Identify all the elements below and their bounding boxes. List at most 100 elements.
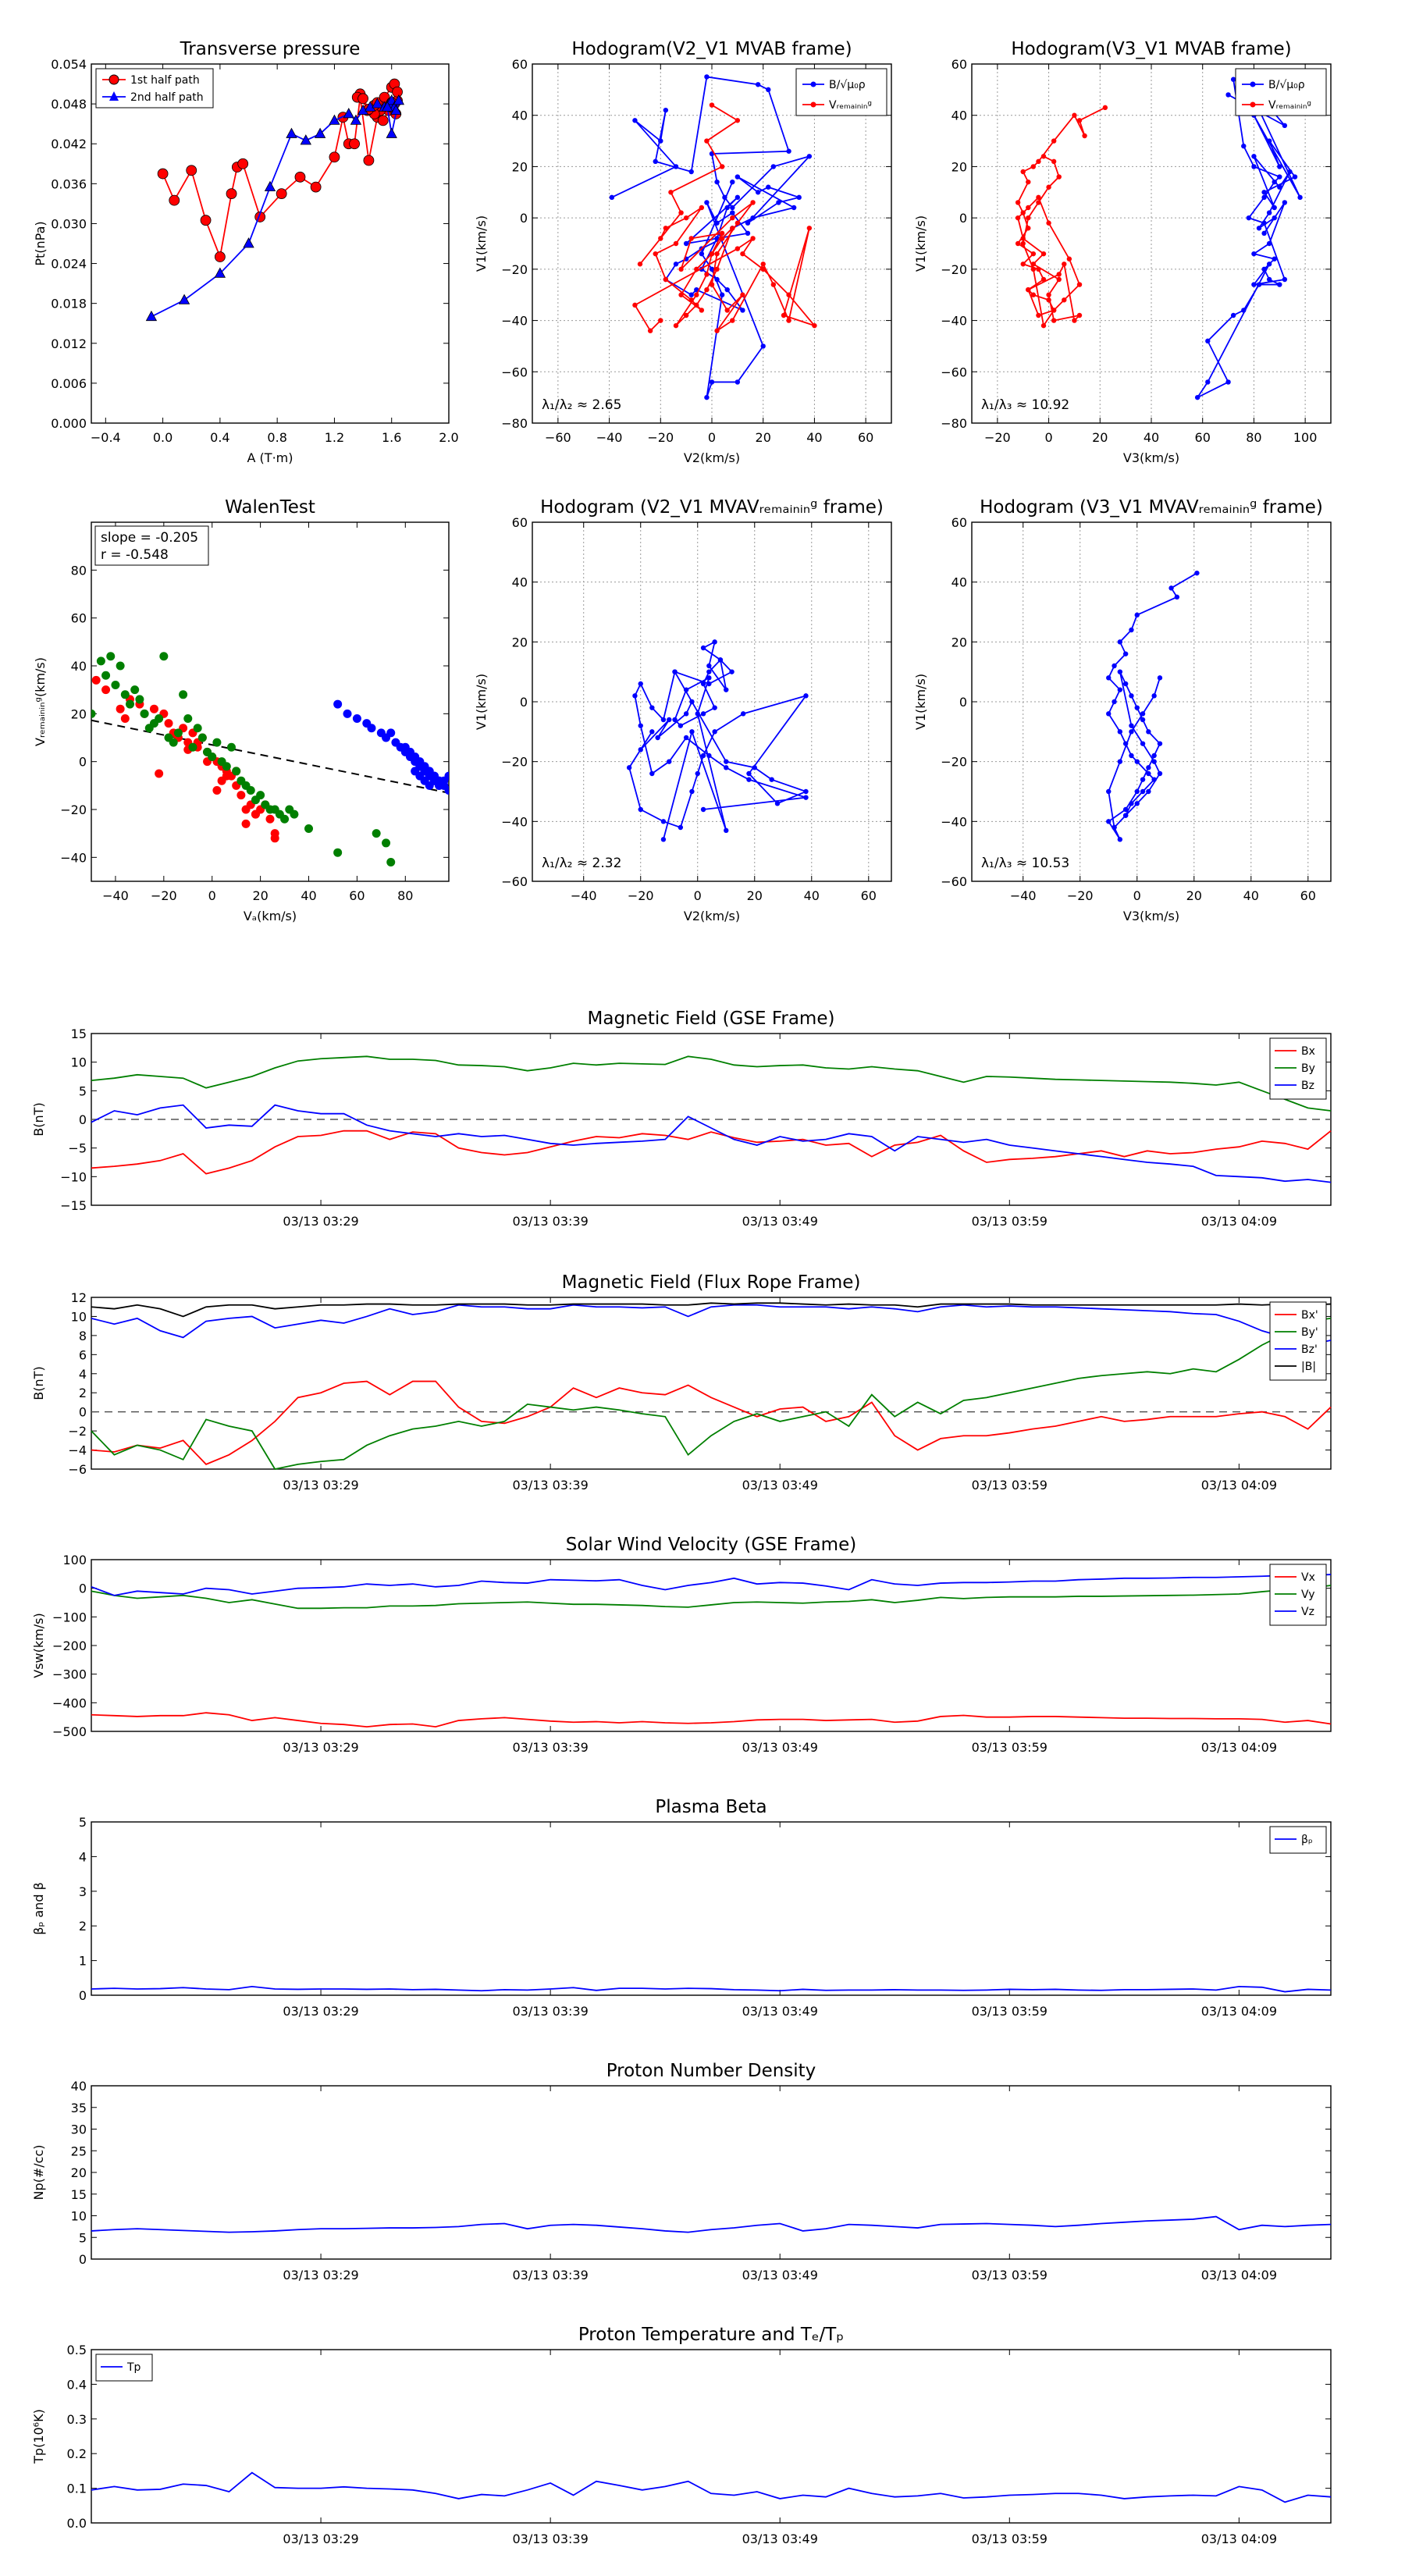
y-tick-label: 10 <box>71 1309 87 1324</box>
data-point <box>1036 266 1041 272</box>
series-line-2 <box>91 1304 1332 1347</box>
data-point <box>106 652 116 661</box>
y-tick-label: 5 <box>79 1083 87 1098</box>
data-point <box>689 699 695 705</box>
data-point <box>803 788 809 795</box>
data-point <box>1117 669 1123 674</box>
legend-label: Tp <box>126 2361 141 2374</box>
data-point <box>712 729 717 735</box>
data-point <box>700 753 706 759</box>
data-point <box>663 276 669 283</box>
legend-box <box>1269 1564 1327 1626</box>
plot-area <box>91 652 449 866</box>
data-point <box>1251 154 1257 159</box>
data-point <box>179 690 188 699</box>
data-point <box>1134 759 1140 764</box>
data-point <box>1026 286 1031 293</box>
data-point <box>673 322 679 329</box>
data-point <box>1076 312 1083 318</box>
data-point <box>91 709 96 718</box>
x-tick-label: 0 <box>694 888 702 903</box>
data-point <box>1030 164 1037 169</box>
data-point <box>683 735 689 741</box>
data-point <box>1026 226 1031 231</box>
data-point <box>386 127 397 138</box>
data-point <box>714 179 720 185</box>
data-point <box>774 801 781 806</box>
x-tick-label: 60 <box>861 888 877 903</box>
data-point <box>1151 759 1157 764</box>
y-tick-label: −5 <box>68 1141 87 1156</box>
data-point <box>1129 801 1134 806</box>
data-point <box>672 669 678 674</box>
chart-title: Hodogram(V3_V1 MVAB frame) <box>1011 39 1291 59</box>
x-tick-label: −40 <box>571 888 597 903</box>
data-point <box>270 829 279 838</box>
data-point <box>729 669 735 674</box>
y-tick-label: 25 <box>71 2144 87 2158</box>
data-point <box>1292 174 1298 180</box>
plot-frame <box>91 2085 1332 2260</box>
data-point <box>1134 612 1140 618</box>
data-point <box>1272 179 1277 185</box>
data-point <box>730 215 735 221</box>
y-tick-label: 0.048 <box>51 97 87 112</box>
data-point <box>1282 123 1288 129</box>
legend-label: βₚ <box>1301 1834 1313 1846</box>
data-point <box>663 107 669 113</box>
legend-marker <box>810 101 816 108</box>
x-axis-label: V3(km/s) <box>1123 909 1179 923</box>
data-point <box>678 266 684 272</box>
data-point <box>1129 693 1134 699</box>
y-tick-label: 0.012 <box>51 336 87 351</box>
data-point <box>1129 723 1134 728</box>
legend-box <box>1269 1826 1327 1854</box>
data-point <box>699 205 705 211</box>
data-point <box>222 762 231 771</box>
plot-frame <box>91 1821 1332 1996</box>
legend: Vx Vy Vz <box>1269 1564 1327 1626</box>
data-point <box>806 226 813 231</box>
x-tick-label: 03/13 03:39 <box>512 2004 588 2019</box>
data-point <box>135 695 144 704</box>
y-tick-label: −60 <box>941 365 967 379</box>
y-axis-label: V1(km/s) <box>474 674 489 730</box>
data-point <box>709 379 715 385</box>
y-tick-label: −300 <box>52 1667 87 1682</box>
data-point <box>1076 282 1083 287</box>
data-point <box>188 742 197 752</box>
legend: βₚ <box>1269 1826 1327 1854</box>
legend-label: 2nd half path <box>130 91 204 104</box>
data-point <box>1261 194 1267 201</box>
x-tick-label: 0 <box>708 430 716 445</box>
legend-label: Bz <box>1301 1080 1314 1092</box>
chart-title: Proton Number Density <box>606 2061 816 2081</box>
data-point <box>714 251 720 257</box>
data-point <box>740 251 745 257</box>
x-tick-label: 60 <box>858 430 873 445</box>
data-point <box>746 770 752 777</box>
data-point <box>1146 765 1151 770</box>
y-axis-label: Vᵣₑₘₐᵢₙᵢₙᵍ(km/s) <box>33 657 48 746</box>
x-tick-label: 03/13 03:59 <box>972 1740 1048 1755</box>
data-point <box>704 200 710 205</box>
data-point <box>626 765 632 770</box>
y-tick-label: 0.2 <box>67 2446 87 2461</box>
data-point <box>264 180 276 191</box>
y-tick-label: 0 <box>79 1582 87 1596</box>
x-axis-label: A (T·m) <box>247 450 293 465</box>
data-point <box>709 266 715 272</box>
data-point <box>1282 276 1288 283</box>
data-point <box>1241 143 1247 149</box>
x-tick-label: 20 <box>747 888 763 903</box>
data-point <box>658 138 663 144</box>
x-tick-label: −60 <box>545 430 571 445</box>
data-point <box>286 127 297 138</box>
series-0 <box>626 639 809 842</box>
data-point <box>390 104 402 116</box>
data-point <box>343 709 352 718</box>
data-point <box>120 690 130 699</box>
data-point <box>130 685 140 695</box>
data-point <box>803 795 809 800</box>
legend-marker <box>810 81 816 87</box>
